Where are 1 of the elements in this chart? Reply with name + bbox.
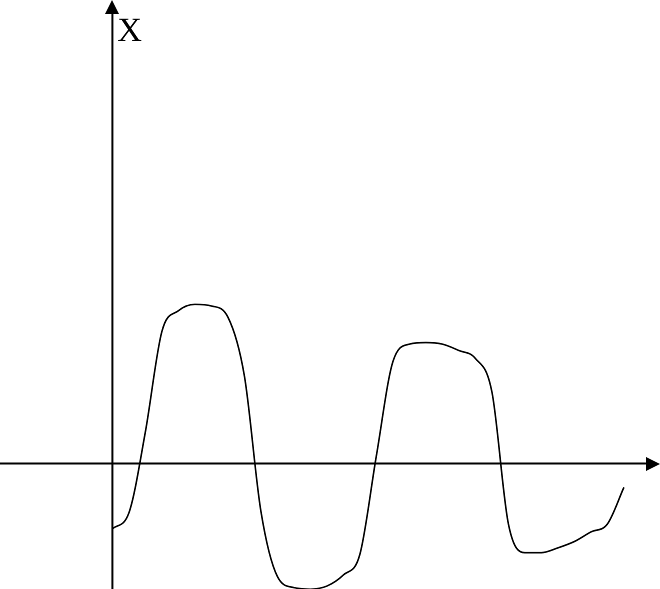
text: X: [117, 12, 142, 49]
